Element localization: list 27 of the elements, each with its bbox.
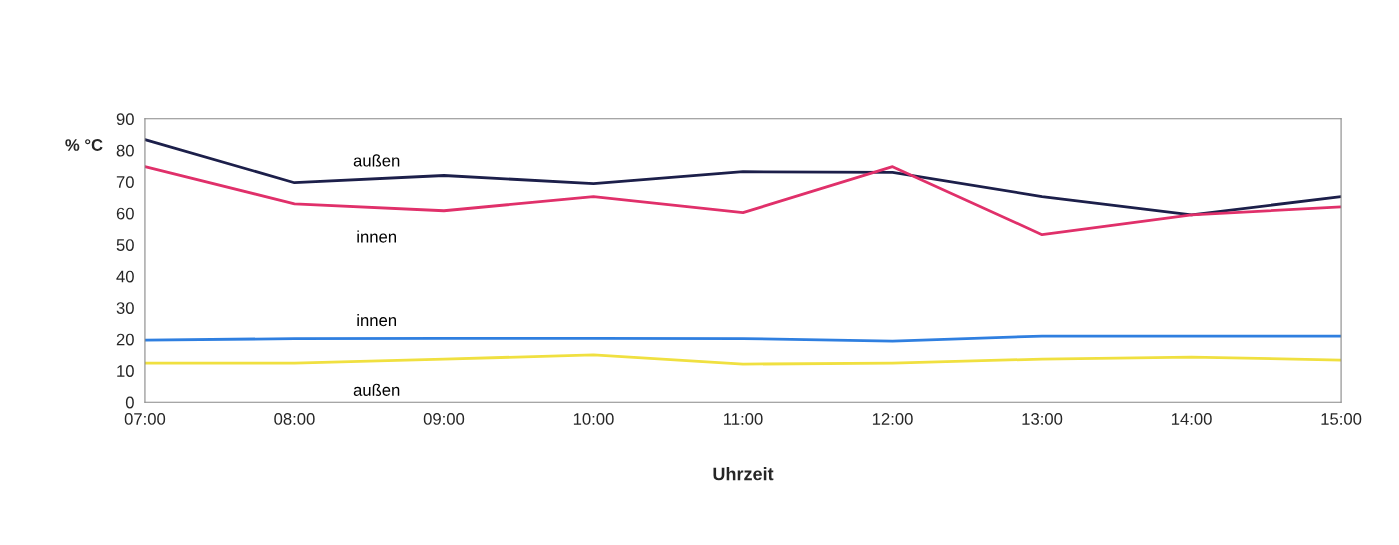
x-tick-label: 15:00 bbox=[1321, 413, 1362, 425]
y-tick-label: 20 bbox=[116, 333, 134, 346]
line-series bbox=[144, 138, 1342, 217]
series-label: außen bbox=[353, 154, 400, 167]
x-tick-label: 10:00 bbox=[573, 413, 614, 425]
y-axis-title: % °C bbox=[65, 139, 103, 151]
series-label: innen bbox=[357, 230, 396, 243]
x-tick-label: 07:00 bbox=[124, 413, 166, 425]
y-tick-label: 10 bbox=[117, 365, 134, 377]
x-tick-label: 11:00 bbox=[724, 413, 763, 425]
series-label: außen bbox=[353, 383, 400, 396]
y-tick-label: 0 bbox=[125, 396, 134, 409]
x-tick-label: 14:00 bbox=[1171, 413, 1212, 425]
x-tick-label: 13:00 bbox=[1022, 413, 1063, 425]
x-axis-title: Uhrzeit bbox=[713, 467, 774, 481]
y-tick-label: 40 bbox=[116, 270, 134, 283]
y-tick-label: 60 bbox=[116, 207, 134, 220]
x-tick-label: 08:00 bbox=[274, 413, 315, 425]
y-tick-label: 90 bbox=[116, 113, 134, 126]
y-tick-label: 80 bbox=[116, 144, 134, 157]
y-tick-label: 30 bbox=[116, 302, 134, 314]
y-tick-label: 50 bbox=[116, 239, 134, 251]
line-series bbox=[144, 353, 1342, 366]
y-tick-label: 70 bbox=[116, 176, 134, 188]
series-label: innen bbox=[357, 313, 396, 327]
x-tick-label: 09:00 bbox=[423, 413, 465, 425]
x-tick-label: 12:00 bbox=[872, 413, 913, 425]
